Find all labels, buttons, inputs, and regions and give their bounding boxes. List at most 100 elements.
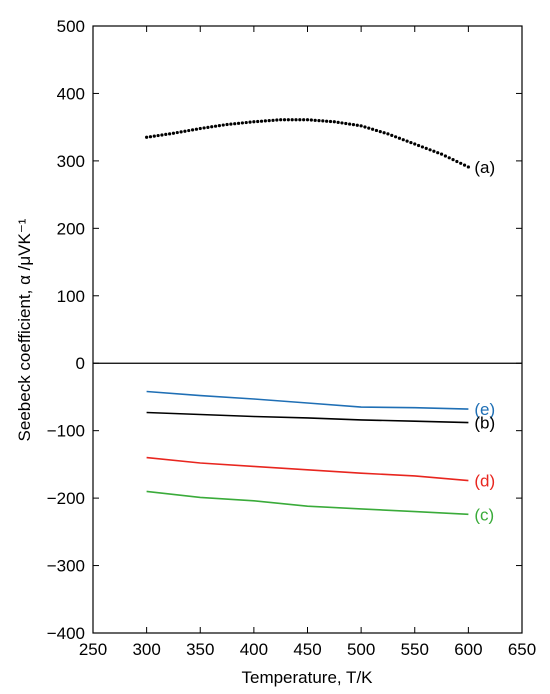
series-point — [305, 118, 310, 122]
series-point — [432, 149, 436, 153]
series-point — [168, 132, 172, 136]
series-point — [229, 122, 233, 126]
series-point — [194, 127, 199, 131]
series-point — [175, 130, 179, 135]
series-point — [187, 128, 191, 133]
series-point — [160, 133, 164, 137]
series-point — [233, 122, 237, 126]
series-point — [340, 121, 344, 125]
series-point — [405, 139, 409, 143]
series-point — [416, 143, 421, 148]
series-point — [424, 146, 428, 150]
series-point — [382, 131, 386, 135]
y-tick-label: −100 — [47, 422, 85, 441]
series-point — [236, 121, 241, 125]
series-point — [386, 132, 390, 136]
series-point — [401, 138, 405, 142]
series-point — [344, 121, 348, 126]
tick-layer: 250 300 350 400 450 500 550 600 650 500 400 300 200 1… — [47, 17, 536, 659]
series-point — [244, 120, 248, 125]
series-point — [221, 123, 225, 127]
series-point — [263, 119, 267, 123]
series-point — [371, 127, 375, 131]
series-point — [206, 125, 210, 129]
series-point — [267, 119, 271, 123]
series-point — [148, 135, 153, 139]
series-point — [171, 131, 176, 135]
series-line — [146, 411, 469, 424]
series-point — [309, 118, 313, 122]
series-point — [290, 118, 294, 122]
series-point — [455, 159, 459, 164]
series-point — [459, 161, 463, 165]
series-point — [190, 128, 195, 132]
series-point — [355, 123, 359, 127]
series-point — [275, 118, 279, 122]
series-label: (d) — [474, 472, 495, 491]
series-point — [363, 125, 367, 129]
series-label: (a) — [474, 158, 495, 177]
series-point — [397, 136, 402, 140]
x-tick-label: 450 — [293, 640, 321, 659]
y-tick-label: −300 — [47, 557, 85, 576]
series-point — [145, 135, 149, 139]
series-point — [393, 135, 398, 139]
series-point — [282, 118, 287, 122]
series-point — [447, 156, 451, 160]
series-point — [271, 118, 275, 122]
series-point — [213, 124, 218, 128]
series-point — [294, 118, 298, 122]
series-point — [210, 125, 214, 129]
series-point — [252, 120, 256, 124]
series-point — [256, 119, 260, 124]
series-point — [439, 152, 444, 156]
series-point — [164, 132, 168, 136]
x-tick-label: 300 — [132, 640, 160, 659]
series-point — [286, 118, 290, 122]
series-point — [328, 119, 333, 124]
x-tick-label: 600 — [454, 640, 482, 659]
series-point — [225, 122, 229, 127]
series-point — [409, 140, 413, 145]
series-point — [217, 124, 222, 128]
series-point — [443, 154, 447, 158]
series-layer — [145, 118, 470, 516]
series-point — [321, 119, 325, 123]
series-point — [413, 142, 417, 146]
series-label-layer: (a) (e)(b) (d) (c) — [474, 158, 495, 524]
series-point — [183, 129, 187, 133]
series-point — [152, 134, 156, 138]
series-dots — [145, 118, 470, 169]
series-point — [359, 124, 363, 128]
series-point — [179, 130, 183, 134]
series-point — [367, 126, 371, 130]
series-point — [302, 118, 306, 122]
series-point — [248, 120, 252, 124]
y-tick-label: 100 — [57, 287, 85, 306]
series-point — [279, 118, 283, 122]
series-point — [240, 121, 244, 125]
series-point — [428, 148, 432, 152]
x-tick-label: 500 — [347, 640, 375, 659]
y-tick-label: −200 — [47, 489, 85, 508]
x-axis-label: Temperature, T/K — [241, 668, 373, 687]
series-point — [259, 119, 264, 123]
x-tick-label: 650 — [508, 640, 536, 659]
series-point — [325, 119, 329, 123]
series-line — [146, 490, 469, 516]
y-tick-label: 200 — [57, 219, 85, 238]
series-point — [436, 151, 440, 155]
series-point — [332, 120, 336, 124]
series-point — [198, 126, 202, 131]
series-label: (b) — [474, 414, 495, 433]
x-tick-label: 250 — [79, 640, 107, 659]
y-tick-label: 0 — [76, 354, 85, 373]
y-tick-label: 400 — [57, 84, 85, 103]
x-tick-label: 550 — [401, 640, 429, 659]
series-point — [336, 120, 340, 124]
y-tick-label: −400 — [47, 624, 85, 643]
y-tick-label: 500 — [57, 17, 85, 36]
series-point — [317, 119, 321, 123]
series-point — [313, 118, 317, 122]
